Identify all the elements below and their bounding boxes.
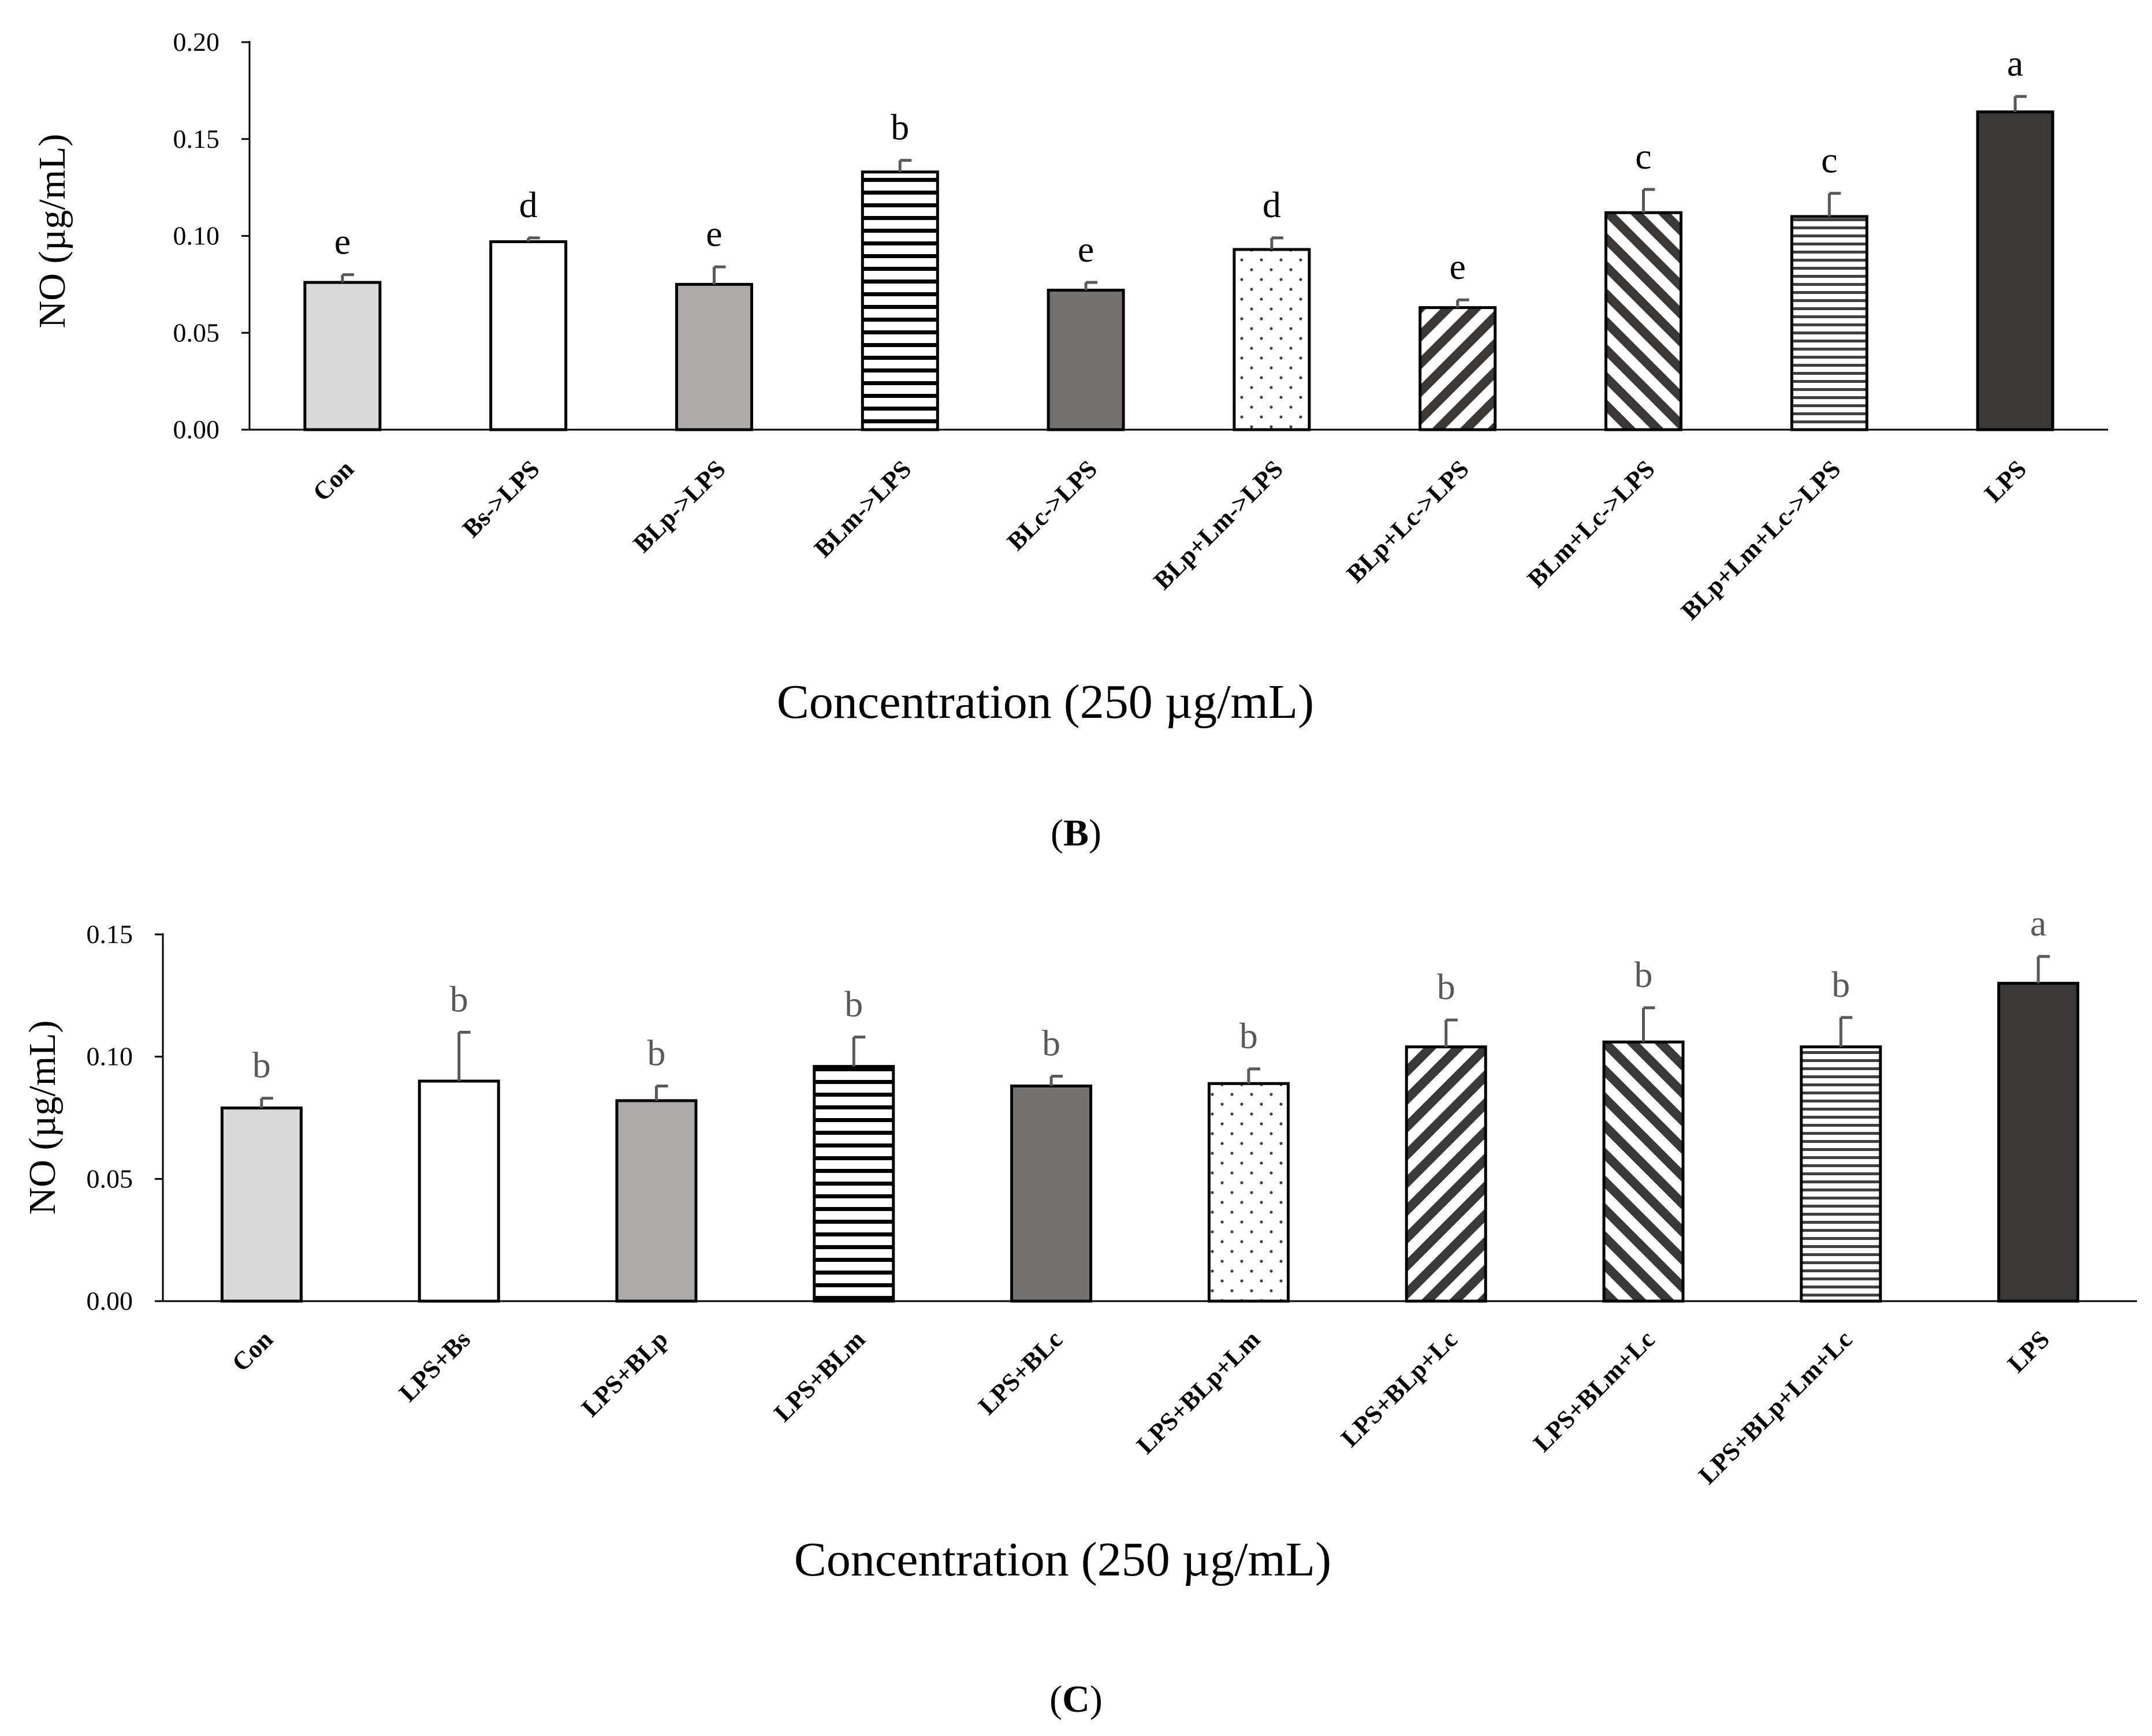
- significance-letter: d: [1263, 184, 1281, 225]
- panel-label-c: (C): [0, 1678, 2152, 1722]
- significance-letter: e: [334, 221, 351, 262]
- panel-label-close: ): [1089, 1678, 1103, 1720]
- y-tick-label: 0.20: [173, 27, 220, 57]
- x-tick-label: LPS+BLc: [973, 1325, 1068, 1420]
- x-tick-label: LPS+BLp+Lm: [1131, 1325, 1265, 1459]
- y-tick-label: 0.05: [173, 318, 220, 347]
- x-tick-label: LPS: [2002, 1325, 2055, 1378]
- significance-letter: b: [647, 1032, 666, 1073]
- bar: [1800, 1045, 1882, 1303]
- significance-letter: a: [2007, 43, 2023, 84]
- significance-letter: b: [844, 984, 863, 1025]
- significance-letters: e d e b e d e c c a: [334, 43, 2024, 287]
- x-tick-label: LPS+BLp: [576, 1325, 673, 1422]
- bar: [1602, 1040, 1685, 1303]
- bar-series: [303, 95, 2054, 431]
- x-tick-label: Con: [226, 1325, 278, 1377]
- panel-letter: B: [1063, 812, 1089, 854]
- significance-letter: b: [1239, 1015, 1258, 1056]
- x-axis-label: Concentration (250 µg/mL): [777, 675, 1314, 729]
- axes: [162, 933, 2137, 1302]
- bar: [1405, 1045, 1487, 1303]
- panel-label-close: ): [1089, 812, 1101, 854]
- y-tick-label: 0.00: [173, 415, 220, 444]
- y-axis-label: NO (µg/mL): [21, 1020, 64, 1215]
- chart-panel-c: 0.00 0.05 0.10 0.15 Con LPS+Bs LPS+BLp LPS+BLm…: [21, 903, 2137, 1586]
- panel-letter: C: [1062, 1678, 1090, 1720]
- bar: [1997, 982, 2080, 1303]
- bar: [861, 170, 939, 431]
- significance-letter: b: [1437, 966, 1455, 1007]
- x-tick-label: BLp+Lm->LPS: [1148, 455, 1289, 595]
- x-tick-label: BLm+Lc->LPS: [1522, 455, 1660, 593]
- significance-letters: b b b b b b b b b a: [252, 903, 2046, 1086]
- significance-letter: a: [2030, 903, 2046, 944]
- bar: [1418, 306, 1497, 431]
- significance-letter: b: [891, 107, 909, 148]
- bar: [1010, 1084, 1093, 1303]
- x-tick-label: Bs->LPS: [457, 455, 545, 543]
- x-tick-labels: Con LPS+Bs LPS+BLp LPS+BLm LPS+BLc LPS+BLp+Lm…: [226, 1325, 2055, 1489]
- significance-letter: c: [1635, 136, 1651, 177]
- bar: [1976, 110, 2054, 431]
- x-tick-label: BLp+Lc->LPS: [1341, 455, 1475, 588]
- bar: [220, 1107, 303, 1303]
- bar: [1207, 1082, 1290, 1303]
- significance-letter: b: [1042, 1023, 1060, 1064]
- y-tick-label: 0.10: [173, 221, 220, 251]
- panel-label-b: (B): [0, 811, 2152, 855]
- y-tick-labels: 0.00 0.05 0.10 0.15 0.20: [173, 27, 250, 444]
- x-tick-label: Con: [307, 455, 359, 506]
- x-tick-label: LPS+Bs: [393, 1325, 475, 1407]
- bar: [813, 1065, 895, 1303]
- x-tick-label: LPS+BLm: [769, 1325, 871, 1427]
- bar: [1233, 248, 1311, 431]
- bar: [675, 282, 753, 431]
- significance-letter: d: [519, 184, 538, 225]
- chart-panel-b: 0.00 0.05 0.10 0.15 0.20 Con Bs->LPS BLp->LPS B…: [31, 27, 2108, 729]
- y-axis-label: NO (µg/mL): [31, 134, 73, 329]
- x-tick-label: BLm->LPS: [809, 455, 917, 562]
- x-tick-label: LPS+BLm+Lc: [1528, 1325, 1660, 1457]
- bar: [1604, 211, 1682, 431]
- x-tick-label: BLc->LPS: [1001, 455, 1103, 556]
- significance-letter: b: [1831, 964, 1850, 1005]
- bar: [303, 281, 382, 431]
- y-tick-label: 0.15: [173, 124, 220, 154]
- bar: [1790, 215, 1868, 431]
- bar: [1047, 288, 1125, 431]
- significance-letter: c: [1821, 140, 1837, 181]
- y-tick-label: 0.05: [87, 1164, 133, 1193]
- x-axis-label: Concentration (250 µg/mL): [794, 1533, 1331, 1586]
- y-tick-label: 0.00: [87, 1286, 133, 1316]
- y-tick-label: 0.15: [87, 919, 133, 949]
- bar: [489, 240, 568, 431]
- x-tick-label: LPS+BLp+Lm+Lc: [1693, 1325, 1857, 1489]
- bar-series: [220, 955, 2080, 1303]
- bar: [418, 1079, 500, 1303]
- significance-letter: b: [450, 978, 468, 1019]
- y-tick-labels: 0.00 0.05 0.10 0.15: [87, 919, 163, 1316]
- significance-letter: e: [1449, 246, 1465, 287]
- significance-letter: e: [1078, 229, 1094, 270]
- x-tick-label: LPS: [1979, 455, 2032, 508]
- panel-label-open: (: [1049, 1678, 1063, 1720]
- significance-letter: b: [252, 1045, 271, 1086]
- x-tick-label: BLp+Lm+Lc->LPS: [1676, 455, 1846, 625]
- y-tick-label: 0.10: [87, 1042, 133, 1071]
- bar: [615, 1099, 698, 1303]
- x-tick-label: LPS+BLp+Lc: [1335, 1325, 1463, 1452]
- panel-label-open: (: [1051, 812, 1063, 854]
- x-tick-label: BLp->LPS: [628, 455, 731, 558]
- significance-letter: b: [1635, 954, 1653, 995]
- x-tick-labels: Con Bs->LPS BLp->LPS BLm->LPS BLc->LPS BLp+Lm…: [307, 455, 2032, 625]
- significance-letter: e: [706, 213, 722, 254]
